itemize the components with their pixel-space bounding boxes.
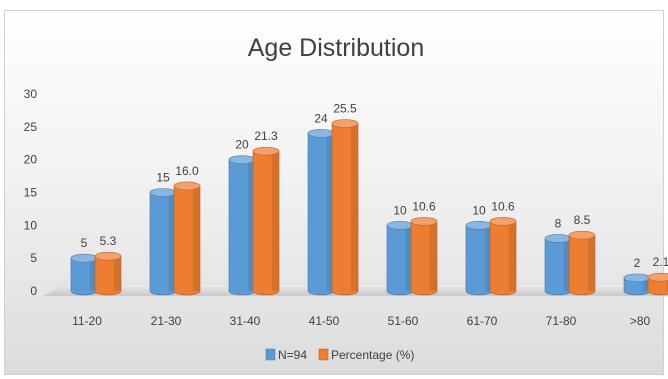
- y-tick-label: 0: [30, 284, 37, 298]
- bar-n-0: [70, 253, 98, 296]
- bar-n-5: [465, 221, 493, 296]
- x-tick-label: 31-40: [230, 314, 261, 328]
- bar-percentage-1: [173, 181, 201, 296]
- y-tick-label: 25: [24, 120, 38, 134]
- data-label: 20: [235, 138, 249, 152]
- bar-n-2: [228, 155, 256, 296]
- bar-percentage-2: [252, 146, 280, 296]
- data-label: 24: [314, 111, 328, 125]
- x-tick-label: 41-50: [309, 314, 340, 328]
- bar-percentage-7: [647, 272, 668, 296]
- legend-label: Percentage (%): [331, 348, 414, 362]
- data-label: 21.3: [254, 129, 278, 143]
- bar-percentage-4: [410, 217, 438, 296]
- data-label: 25.5: [333, 102, 357, 116]
- x-tick-label: 61-70: [467, 314, 498, 328]
- bar-percentage-5: [489, 217, 517, 296]
- legend-label: N=94: [278, 348, 307, 362]
- bar-n-7: [623, 273, 651, 296]
- x-tick-label: 51-60: [388, 314, 419, 328]
- x-tick-label: >80: [630, 314, 651, 328]
- y-tick-label: 30: [24, 87, 38, 101]
- y-tick-label: 20: [24, 153, 38, 167]
- bar-percentage-6: [568, 230, 596, 296]
- bar-n-1: [149, 188, 177, 296]
- bar-percentage-0: [94, 251, 122, 296]
- x-tick-label: 11-20: [72, 314, 102, 328]
- y-tick-label: 5: [30, 251, 37, 265]
- y-tick-label: 10: [24, 218, 38, 232]
- data-label: 10.6: [412, 199, 436, 213]
- data-label: 10: [472, 203, 486, 217]
- data-label: 10: [393, 203, 407, 217]
- y-tick-label: 15: [24, 186, 38, 200]
- x-tick-label: 21-30: [151, 314, 182, 328]
- data-label: 5.3: [100, 234, 117, 248]
- legend-item-n: N=94: [265, 348, 307, 362]
- data-label: 10.6: [491, 199, 515, 213]
- data-label: 8.5: [574, 213, 591, 227]
- data-label: 2: [634, 256, 641, 270]
- legend-swatch: [318, 348, 329, 361]
- data-label: 5: [81, 236, 88, 250]
- bar-n-6: [544, 234, 572, 296]
- bar-percentage-3: [331, 119, 359, 296]
- data-label: 8: [555, 216, 562, 230]
- data-label: 16.0: [175, 164, 199, 178]
- data-label: 15: [156, 171, 170, 185]
- chart-title: Age Distribution: [248, 34, 424, 62]
- data-label: 2.1: [653, 255, 668, 269]
- bar-n-3: [307, 129, 335, 296]
- legend-item-percentage: Percentage (%): [318, 348, 414, 362]
- bar-n-4: [386, 221, 414, 296]
- legend-swatch: [265, 348, 276, 361]
- x-tick-label: 71-80: [546, 314, 577, 328]
